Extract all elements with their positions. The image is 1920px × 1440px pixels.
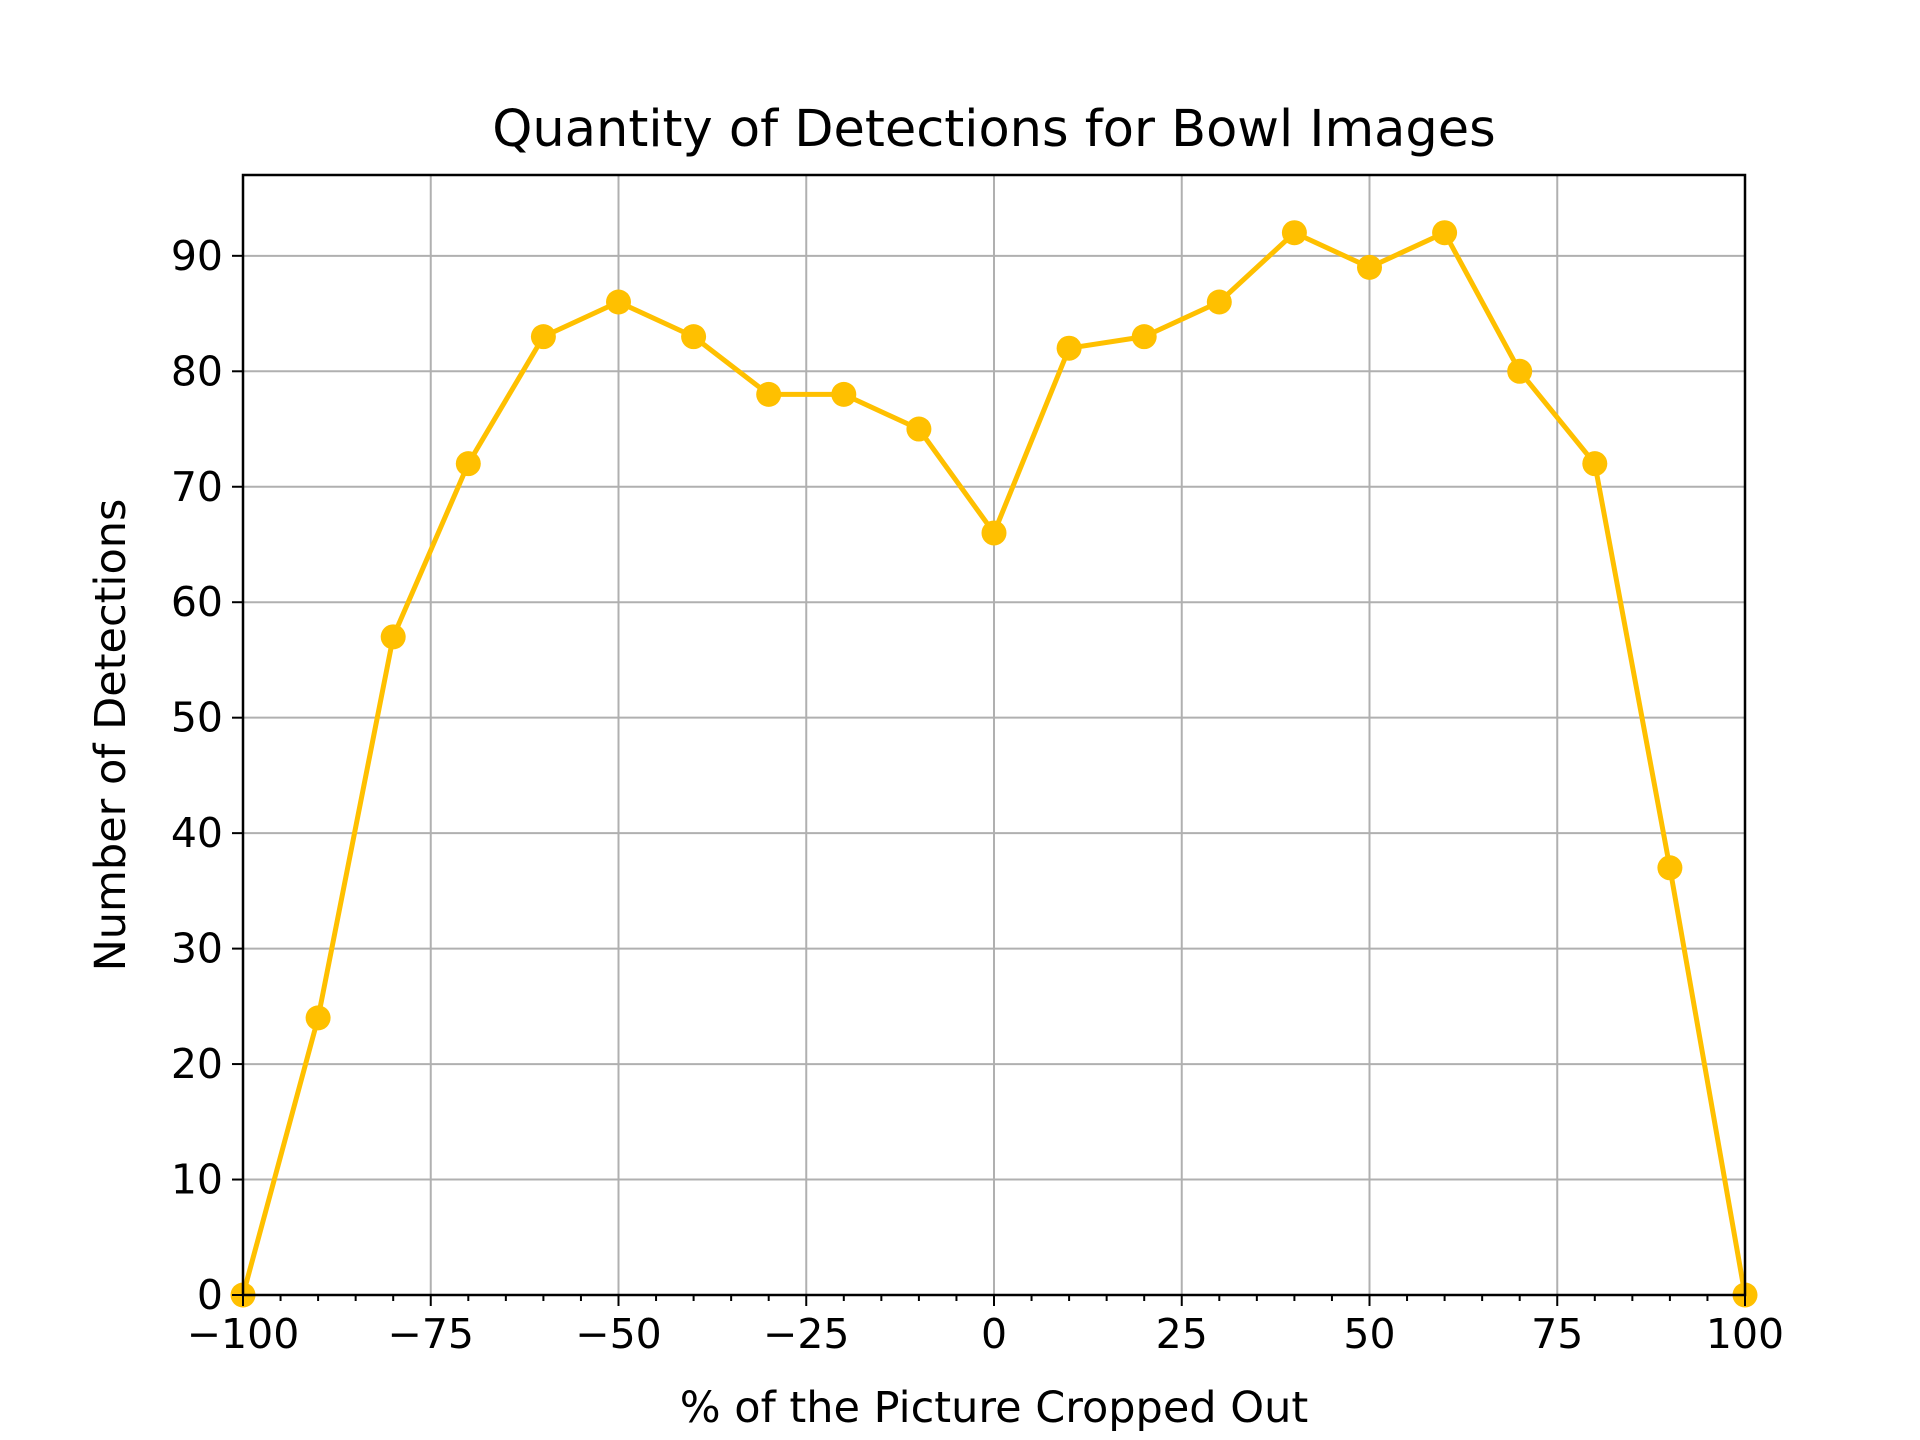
data-point <box>1432 220 1458 246</box>
y-tick-label: 50 <box>171 694 223 742</box>
data-point <box>1582 451 1608 477</box>
y-tick-label: 80 <box>171 347 223 395</box>
data-point <box>1206 289 1232 315</box>
x-tick-label: −75 <box>387 1310 474 1358</box>
data-point <box>831 381 857 407</box>
x-tick-label: −50 <box>575 1310 662 1358</box>
data-point <box>530 324 556 350</box>
data-point <box>1131 324 1157 350</box>
x-tick-label: 25 <box>1156 1310 1208 1358</box>
data-point <box>606 289 631 315</box>
y-tick-label: 10 <box>171 1156 223 1204</box>
axis-ticks: −100 −75 −50 −25 0 25 50 75 100 0 10 20 30 40 50 60 70 80… <box>171 232 1784 1358</box>
y-tick-label: 20 <box>171 1040 223 1088</box>
data-point <box>756 381 782 407</box>
data-point <box>1507 358 1533 384</box>
y-tick-label: 0 <box>197 1271 223 1319</box>
x-tick-label: 0 <box>981 1310 1007 1358</box>
data-point <box>906 416 932 442</box>
x-tick-label: 50 <box>1343 1310 1395 1358</box>
data-point <box>1056 335 1082 361</box>
x-tick-label: 75 <box>1531 1310 1583 1358</box>
data-point <box>1357 254 1382 280</box>
data-point <box>681 324 707 350</box>
data-point <box>1657 855 1683 881</box>
data-point <box>380 624 406 650</box>
grid-lines <box>243 175 1745 1295</box>
y-tick-label: 70 <box>171 463 223 511</box>
x-tick-label: 100 <box>1706 1310 1784 1358</box>
chart-title: Quantity of Detections for Bowl Images <box>492 100 1495 159</box>
data-point <box>455 451 481 477</box>
y-tick-label: 40 <box>171 809 223 857</box>
y-tick-label: 90 <box>171 232 223 280</box>
y-tick-label: 30 <box>171 925 223 973</box>
data-point <box>981 520 1007 546</box>
y-tick-label: 60 <box>171 578 223 626</box>
x-tick-label: −25 <box>763 1310 850 1358</box>
x-axis-label: % of the Picture Cropped Out <box>680 1383 1308 1433</box>
data-point <box>305 1005 331 1031</box>
y-axis-label: Number of Detections <box>86 499 136 972</box>
data-point <box>1281 220 1307 246</box>
x-tick-label: −100 <box>187 1310 300 1358</box>
